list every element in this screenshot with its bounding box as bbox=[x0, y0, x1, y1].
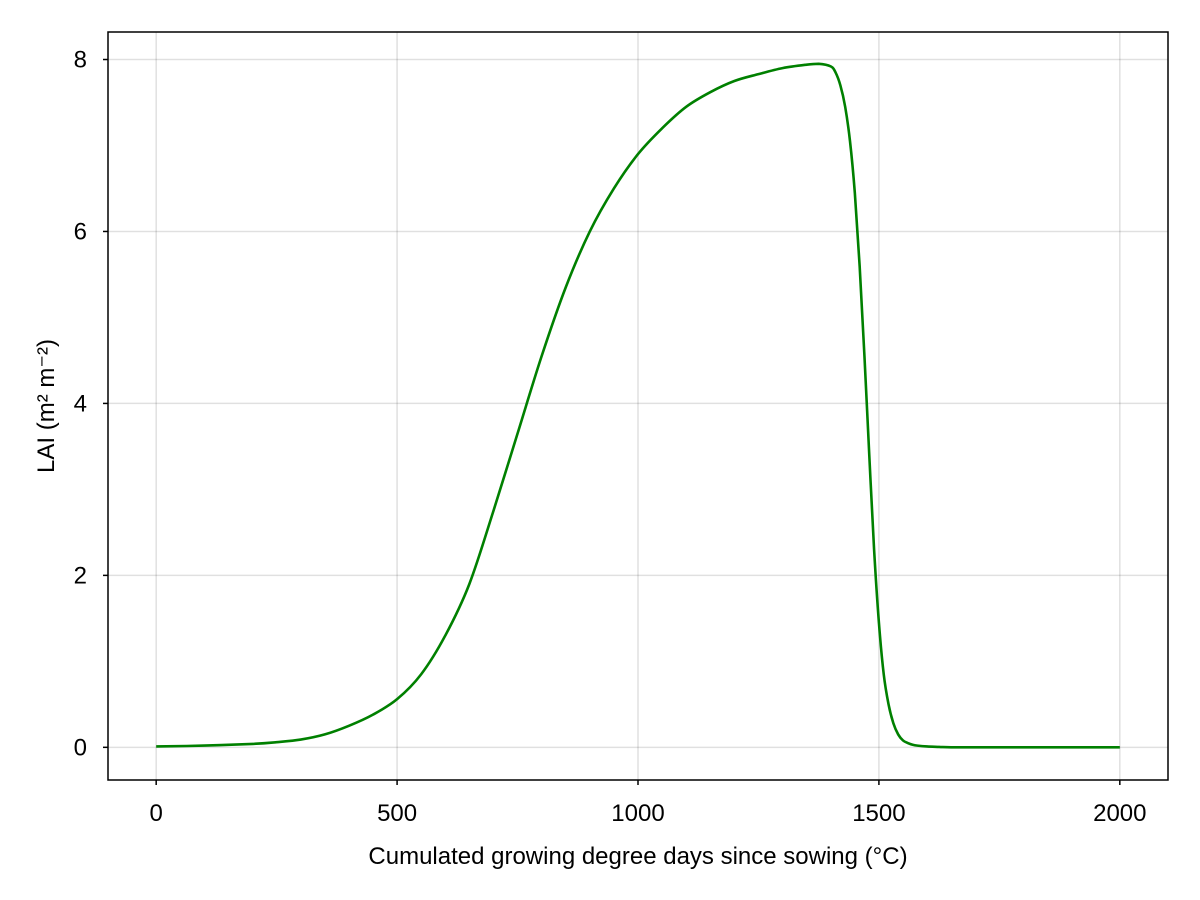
x-tick-label: 0 bbox=[150, 800, 163, 827]
y-tick-label: 8 bbox=[74, 47, 87, 74]
series-layer bbox=[156, 62, 1120, 749]
grid bbox=[108, 32, 1168, 780]
x-tick-label: 500 bbox=[377, 800, 417, 827]
ticks: 0 500 1000 1500 2000 0 2 4 6 8 bbox=[74, 47, 1147, 827]
x-axis-title: Cumulated growing degree days since sowi… bbox=[368, 843, 907, 870]
y-tick-label: 2 bbox=[74, 562, 87, 589]
y-tick-label: 0 bbox=[74, 734, 87, 761]
y-tick-label: 6 bbox=[74, 218, 87, 245]
y-axis-title: LAI (m² m⁻²) bbox=[33, 339, 60, 473]
x-tick-label: 1500 bbox=[852, 800, 905, 827]
x-tick-label: 1000 bbox=[611, 800, 664, 827]
x-tick-label: 2000 bbox=[1093, 800, 1146, 827]
lai-series-line bbox=[156, 62, 1120, 749]
y-tick-label: 4 bbox=[74, 390, 87, 417]
